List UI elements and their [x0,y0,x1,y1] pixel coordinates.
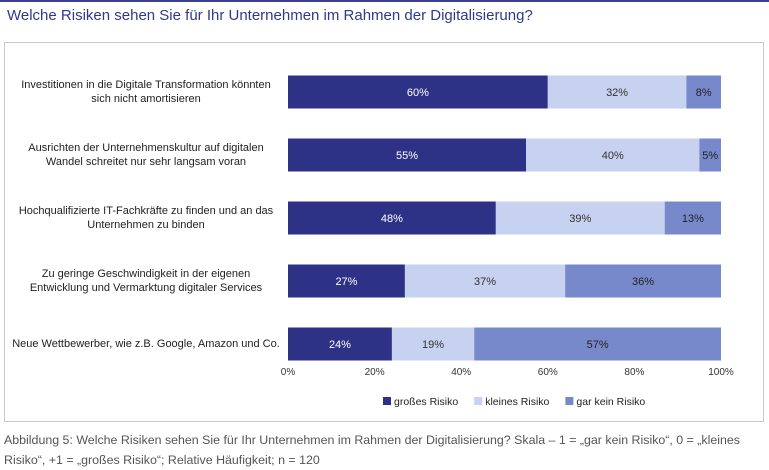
stacked-bar-chart: 60% 32% 8% 55% 40% 5% 48% 39% 13% 27% 37% 36% 24% 19%… [281,75,734,408]
legend-label: gar kein Risiko [576,396,645,408]
bar-segment-2-1 [288,138,527,172]
bar-value-label: 36% [632,276,654,288]
x-tick-label: 80% [624,367,644,378]
bar-segment-4-3 [565,264,721,298]
x-tick-label: 40% [451,367,471,378]
bar-segment-4-2 [404,264,566,298]
bar-value-label: 19% [422,339,444,351]
legend-label: kleines Risiko [485,396,549,408]
x-tick-label: 0% [281,367,296,378]
category-label: Neue Wettbewerber, wie z.B. Google, Amaz… [12,338,280,350]
bar-value-label: 40% [602,150,624,162]
category-label: Zu geringe Geschwindigkeit in der eigene… [29,268,263,294]
bar-value-label: 48% [381,213,403,225]
x-tick-label: 100% [708,367,734,378]
bar-segment-1-2 [547,75,687,109]
category-label: Ausrichten der Unternehmenskultur auf di… [28,142,264,168]
bar-segment-5-1 [288,327,392,361]
bar-value-label: 13% [682,213,704,225]
bar-value-label: 57% [587,339,609,351]
bar-segment-1-1 [288,75,548,109]
top-rule [0,0,769,2]
bar-value-label: 37% [474,276,496,288]
x-tick-label: 20% [365,367,385,378]
bar-segment-1-3 [686,75,721,109]
bar-value-label: 24% [329,339,351,351]
bar-segment-4-1 [288,264,405,298]
legend-label: großes Risiko [394,396,458,408]
bar-value-label: 32% [606,87,628,99]
x-tick-label: 60% [538,367,558,378]
figure-caption: Abbildung 5: Welche Risiken sehen Sie fü… [4,433,741,467]
bar-value-label: 8% [696,87,712,99]
bar-segment-3-3 [664,201,721,235]
bar-segment-5-2 [391,327,475,361]
bar-segment-2-2 [526,138,700,172]
bar-segment-2-3 [699,138,721,172]
bar-value-label: 55% [396,150,418,162]
bar-value-label: 60% [407,87,429,99]
bar-segment-3-2 [495,201,665,235]
bar-value-label: 5% [702,150,718,162]
legend-swatch [383,397,391,405]
page-title: Welche Risiken sehen Sie für Ihr Unterne… [7,7,533,24]
bar-value-label: 39% [569,213,591,225]
bar-value-label: 27% [335,276,357,288]
category-label: Hochqualifizierte IT-Fachkräfte zu finde… [18,205,274,231]
category-label: Investitionen in die Digitale Transforma… [21,79,271,105]
legend-swatch [474,397,483,405]
bar-segment-3-1 [288,201,496,235]
chart-frame: 60% 32% 8% 55% 40% 5% 48% 39% 13% 27% 37% 36% 24% 19%… [4,42,764,422]
bar-segment-5-3 [474,327,721,361]
legend-swatch [565,397,574,405]
